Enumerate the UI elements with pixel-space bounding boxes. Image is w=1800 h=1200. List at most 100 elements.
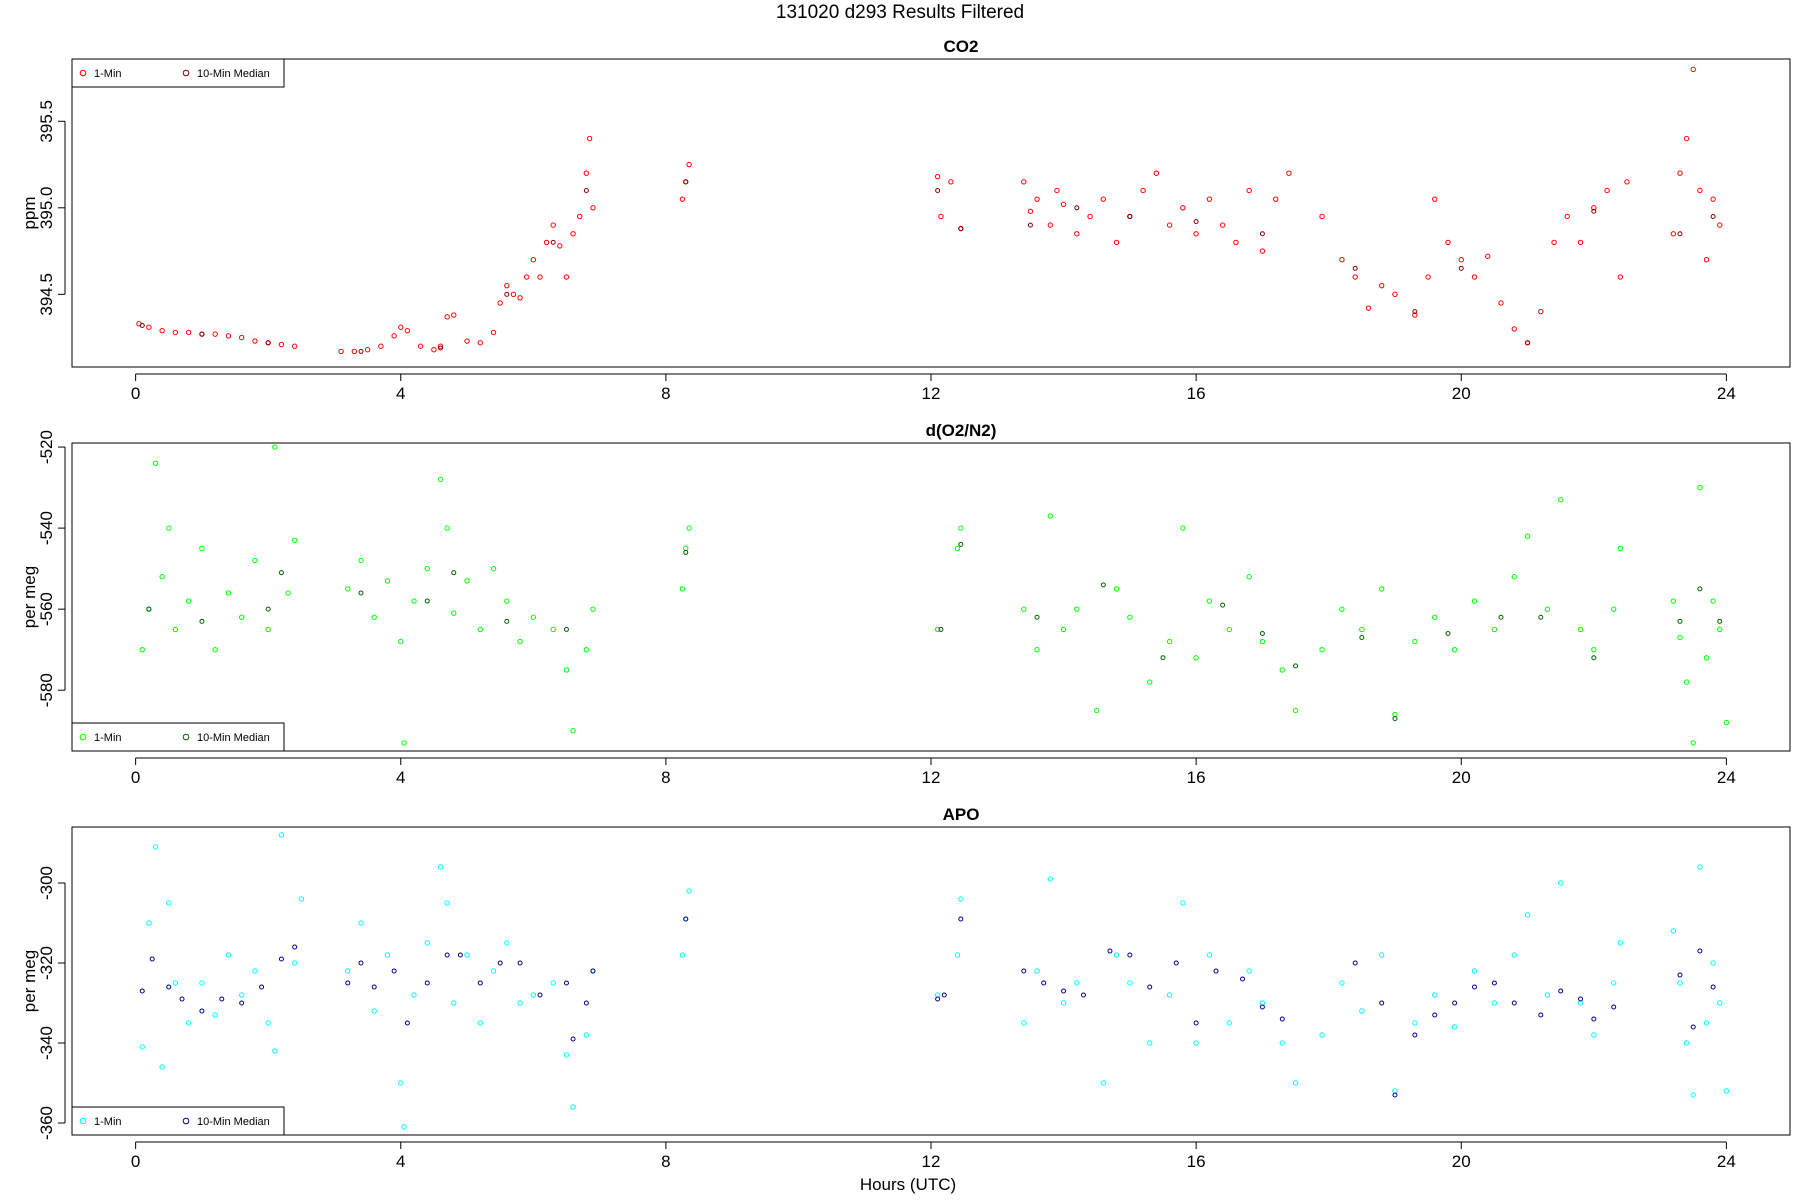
data-point bbox=[550, 239, 556, 245]
data-point bbox=[954, 952, 961, 958]
data-point bbox=[1710, 213, 1716, 219]
data-point bbox=[1451, 1024, 1458, 1030]
data-point bbox=[1604, 187, 1610, 194]
legend-label: 1-Min bbox=[94, 68, 122, 80]
data-point bbox=[1074, 231, 1080, 237]
data-point bbox=[941, 992, 947, 998]
data-point bbox=[371, 984, 377, 990]
data-point bbox=[1412, 309, 1418, 315]
data-point bbox=[437, 864, 444, 870]
data-point bbox=[543, 239, 550, 246]
data-point bbox=[1233, 239, 1239, 246]
data-point bbox=[1193, 655, 1199, 661]
data-point bbox=[1577, 239, 1584, 246]
data-point bbox=[1538, 1012, 1544, 1018]
data-point bbox=[563, 626, 569, 632]
data-point bbox=[1591, 208, 1597, 214]
data-point bbox=[938, 626, 944, 632]
data-point bbox=[510, 291, 517, 298]
data-point bbox=[1100, 1080, 1107, 1086]
data-point bbox=[490, 565, 497, 572]
data-point bbox=[384, 952, 391, 958]
data-point bbox=[679, 952, 686, 958]
data-point bbox=[1352, 265, 1358, 271]
data-point bbox=[358, 557, 364, 564]
data-point bbox=[212, 331, 218, 337]
data-point bbox=[1147, 1040, 1153, 1046]
data-point bbox=[1352, 960, 1358, 966]
x-tick-label: 12 bbox=[922, 1152, 941, 1171]
data-point bbox=[166, 525, 172, 531]
data-point bbox=[424, 980, 430, 986]
data-point bbox=[265, 606, 271, 612]
data-point bbox=[1591, 1032, 1597, 1038]
data-point bbox=[1034, 646, 1040, 653]
data-point bbox=[1591, 646, 1597, 653]
legend-box bbox=[71, 58, 285, 88]
data-point bbox=[1127, 952, 1133, 958]
data-point bbox=[1511, 952, 1517, 958]
y-tick-label: -520 bbox=[37, 430, 56, 464]
data-point bbox=[679, 196, 686, 202]
data-point bbox=[1432, 196, 1438, 202]
data-point bbox=[398, 324, 404, 330]
data-point bbox=[1511, 1000, 1517, 1006]
data-point bbox=[1292, 1080, 1299, 1086]
data-point bbox=[504, 940, 510, 946]
data-point bbox=[537, 274, 543, 280]
data-point bbox=[517, 960, 523, 966]
data-point bbox=[1259, 630, 1265, 636]
data-point bbox=[159, 327, 165, 334]
data-point bbox=[1113, 239, 1120, 246]
data-point bbox=[683, 179, 689, 185]
data-point bbox=[686, 888, 692, 894]
data-point bbox=[278, 832, 285, 838]
data-point bbox=[1206, 196, 1213, 202]
data-point bbox=[1220, 602, 1226, 608]
data-point bbox=[1226, 626, 1232, 633]
data-point bbox=[424, 940, 430, 946]
data-point bbox=[1544, 992, 1551, 998]
data-point bbox=[1491, 980, 1497, 986]
data-point bbox=[1717, 222, 1723, 228]
data-point bbox=[424, 598, 430, 604]
data-point bbox=[537, 992, 543, 998]
legend-marker bbox=[79, 733, 87, 741]
data-point bbox=[477, 980, 483, 986]
data-point bbox=[935, 188, 941, 194]
data-point bbox=[1723, 1088, 1730, 1094]
data-point bbox=[252, 338, 258, 344]
data-point bbox=[1246, 187, 1252, 194]
x-tick-label: 0 bbox=[131, 1152, 140, 1171]
legend-marker bbox=[182, 1117, 190, 1125]
data-point bbox=[272, 444, 278, 450]
data-point bbox=[1617, 274, 1624, 280]
data-point bbox=[1703, 1020, 1710, 1026]
data-point bbox=[451, 610, 457, 616]
data-point bbox=[371, 614, 377, 620]
data-point bbox=[451, 1000, 457, 1006]
data-point bbox=[1471, 968, 1478, 974]
data-point bbox=[1021, 179, 1027, 185]
data-point bbox=[683, 545, 689, 552]
data-point bbox=[338, 348, 344, 355]
data-point bbox=[1206, 952, 1213, 958]
data-point bbox=[1259, 1004, 1265, 1010]
data-point bbox=[958, 541, 964, 547]
x-tick-label: 12 bbox=[922, 384, 941, 403]
plot-frame bbox=[71, 826, 1791, 1136]
data-point bbox=[1670, 598, 1677, 604]
x-tick-label: 12 bbox=[922, 768, 941, 787]
data-point bbox=[391, 968, 397, 974]
data-point bbox=[265, 626, 271, 633]
data-point bbox=[146, 606, 152, 612]
data-point bbox=[590, 205, 596, 211]
data-point bbox=[938, 213, 944, 220]
data-point bbox=[934, 173, 941, 180]
data-point bbox=[1485, 253, 1491, 259]
data-point bbox=[1558, 988, 1564, 994]
data-point bbox=[550, 626, 556, 633]
data-point bbox=[1723, 719, 1730, 726]
data-point bbox=[1432, 614, 1438, 620]
data-point bbox=[1147, 679, 1153, 685]
